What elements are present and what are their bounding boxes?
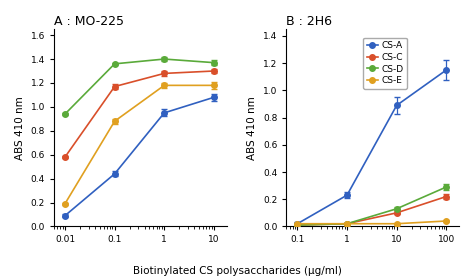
Y-axis label: ABS 410 nm: ABS 410 nm xyxy=(247,96,257,160)
Legend: CS-A, CS-C, CS-D, CS-E: CS-A, CS-C, CS-D, CS-E xyxy=(364,38,407,89)
Text: A : MO-225: A : MO-225 xyxy=(54,15,124,28)
Y-axis label: ABS 410 nm: ABS 410 nm xyxy=(15,96,25,160)
Text: Biotinylated CS polysaccharides (μg/ml): Biotinylated CS polysaccharides (μg/ml) xyxy=(133,266,341,276)
Text: B : 2H6: B : 2H6 xyxy=(286,15,332,28)
